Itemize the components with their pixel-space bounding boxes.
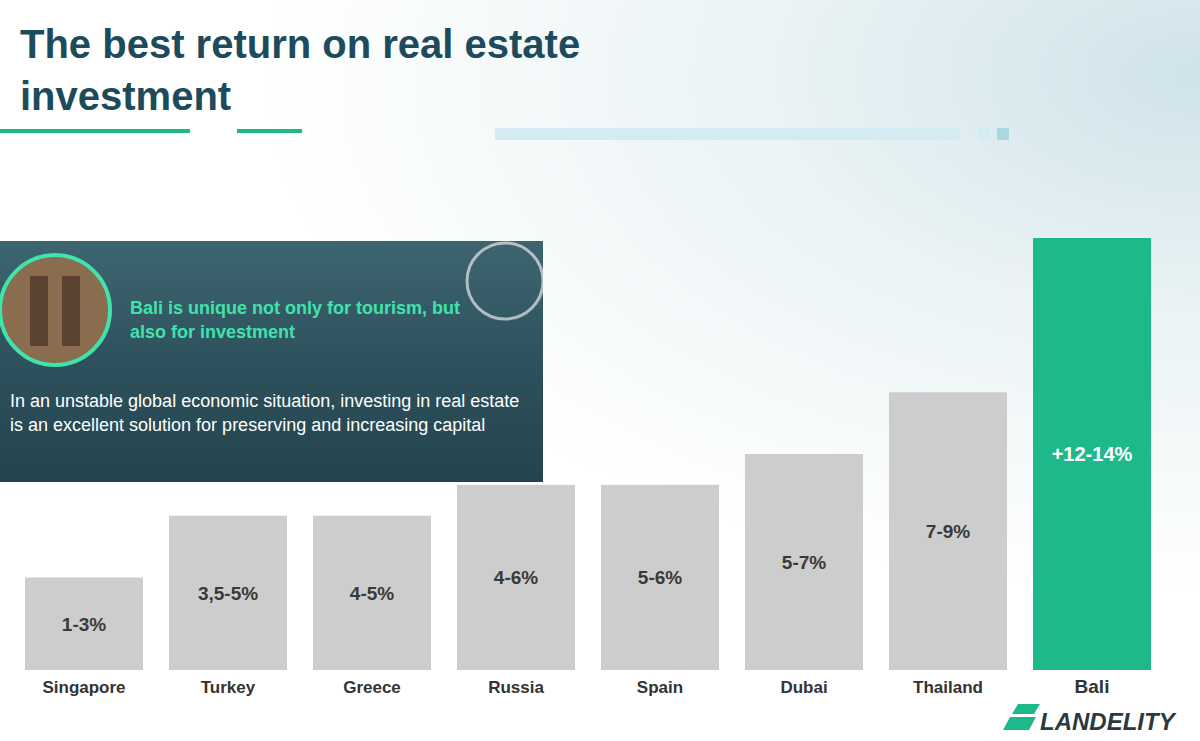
bar [889,392,1007,670]
decor-bar [495,128,960,140]
logo-text: LANDELITY [1040,708,1177,735]
data-label: 7-9% [926,521,970,542]
bar [601,485,719,670]
category-label: Bali [1075,676,1110,697]
data-label: 3,5-5% [198,583,258,604]
bar [313,516,431,670]
title-underline [237,129,302,133]
panel-heading: Bali is unique not only for tourism, but… [130,296,500,344]
bar [457,485,575,670]
title: The best return on real estate investmen… [20,18,740,122]
data-label: 4-6% [494,567,538,588]
category-label: Greece [343,678,401,697]
decor-square [997,128,1009,140]
category-label: Russia [488,678,544,697]
data-label: 5-6% [638,567,682,588]
data-label: +12-14% [1052,443,1133,465]
panel-photo [0,255,110,365]
category-label: Dubai [780,678,827,697]
title-underline [0,129,190,133]
category-label: Singapore [42,678,125,697]
panel-decoration [0,241,543,482]
decor-square [978,128,990,140]
panel-text: In an unstable global economic situation… [10,389,530,437]
logo-icon [1003,717,1036,730]
panel-ring [467,243,543,319]
bar [745,454,863,670]
data-label: 4-5% [350,583,394,604]
bar [169,516,287,670]
data-label: 1-3% [62,614,106,635]
data-label: 5-7% [782,552,826,573]
panel-photo-gate [30,276,48,346]
panel-photo-gate [62,276,80,346]
info-panel: Bali is unique not only for tourism, but… [0,241,543,482]
category-label: Spain [637,678,683,697]
bar [25,577,143,670]
category-label: Thailand [913,678,983,697]
category-label: Turkey [201,678,256,697]
bar [1033,238,1151,670]
logo: LANDELITY [1003,704,1177,735]
bars [25,238,1151,670]
logo-icon [1012,704,1040,714]
chart: 1-3% Singapore 3,5-5% Turkey 4-5% Greece 4-6% R… [0,0,1200,741]
